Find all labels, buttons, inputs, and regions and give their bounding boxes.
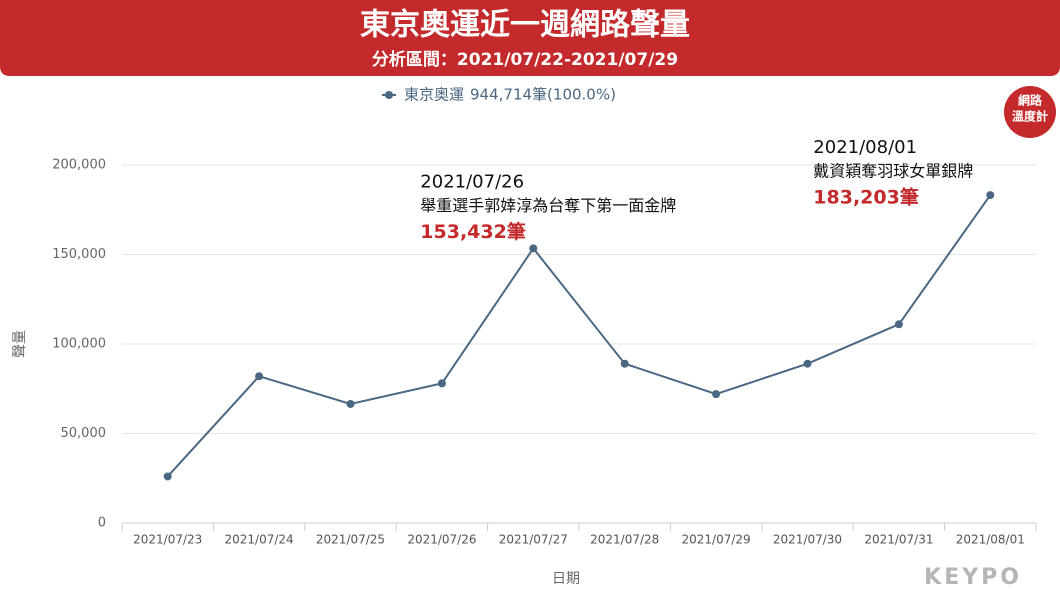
logo: KEYPO — [924, 565, 1022, 590]
y-tick-label: 200,000 — [52, 158, 106, 173]
data-point — [437, 379, 446, 388]
badge-text: 網路 — [1018, 93, 1043, 108]
series-line — [166, 194, 992, 478]
x-tick-label: 2021/07/30 — [773, 533, 842, 547]
x-tick-label: 2021/07/31 — [864, 533, 933, 547]
badge — [1004, 86, 1056, 138]
data-point — [255, 372, 264, 381]
data-point — [346, 399, 355, 408]
x-tick-label: 2021/07/29 — [682, 533, 751, 547]
title-banner — [0, 0, 1060, 76]
legend-note: 944,714筆(100.0%) — [470, 86, 616, 104]
annotation-text: 戴資穎奪羽球女單銀牌 — [813, 162, 973, 181]
data-point — [529, 244, 538, 253]
data-point — [620, 359, 629, 368]
y-axis-label: 聲量 — [11, 330, 28, 358]
value-label: 153,432筆 — [420, 220, 526, 243]
badge-text: 溫度計 — [1012, 109, 1048, 124]
annotation-date: 2021/08/01 — [813, 137, 917, 158]
data-point — [894, 320, 903, 329]
x-tick-label: 2021/07/23 — [133, 533, 202, 547]
x-axis-label: 日期 — [552, 571, 580, 587]
legend-label: 東京奧運 — [404, 86, 464, 104]
x-tick-label: 2021/07/28 — [590, 533, 659, 547]
chart-subtitle: 分析區間：2021/07/22-2021/07/29 — [372, 49, 678, 70]
annotation-text: 舉重選手郭婞淳為台奪下第一面金牌 — [420, 196, 676, 215]
x-tick-label: 2021/07/27 — [499, 533, 568, 547]
data-point — [986, 191, 995, 200]
annotation-date: 2021/07/26 — [420, 171, 524, 192]
y-tick-label: 100,000 — [52, 337, 106, 352]
value-label: 183,203筆 — [813, 186, 919, 209]
x-tick-label: 2021/07/25 — [316, 533, 385, 547]
legend-marker — [385, 91, 393, 99]
x-tick-label: 2021/08/01 — [956, 533, 1025, 547]
y-tick-label: 0 — [98, 516, 106, 531]
x-tick-label: 2021/07/26 — [407, 533, 476, 547]
data-point — [803, 359, 812, 368]
data-point — [163, 472, 172, 481]
x-tick-label: 2021/07/24 — [225, 533, 294, 547]
y-tick-label: 150,000 — [52, 247, 106, 262]
chart-title: 東京奧運近一週網路聲量 — [360, 8, 690, 43]
y-tick-label: 50,000 — [61, 426, 107, 441]
data-point — [712, 390, 721, 399]
